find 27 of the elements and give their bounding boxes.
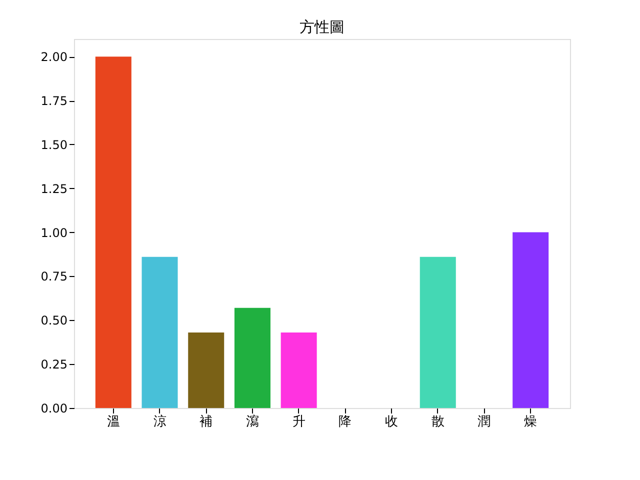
bar	[512, 232, 549, 408]
bar	[234, 308, 270, 408]
x-tick-label: 收	[385, 414, 398, 430]
y-tick-label: 1.50	[40, 138, 68, 152]
x-tick-label: 涼	[153, 414, 166, 430]
y-tick-label: 0.00	[40, 402, 68, 416]
x-tick-label: 降	[338, 414, 352, 430]
x-tick-label: 溫	[106, 414, 120, 430]
y-tick-label: 0.25	[40, 358, 68, 372]
bar	[188, 332, 224, 408]
x-tick-label: 升	[292, 414, 306, 430]
chart-title: 方性圖	[300, 18, 344, 36]
x-tick-label: 燥	[524, 414, 538, 430]
y-tick-label: 0.75	[40, 270, 68, 284]
bar	[142, 256, 178, 408]
x-tick-label: 潤	[478, 414, 491, 430]
y-tick-label: 0.50	[40, 314, 68, 328]
y-tick-label: 2.00	[40, 50, 68, 64]
bar	[420, 256, 456, 408]
y-tick-label: 1.75	[40, 94, 68, 108]
y-tick-label: 1.00	[40, 226, 68, 240]
x-tick-label: 補	[200, 414, 213, 430]
y-tick-label: 1.25	[40, 182, 68, 196]
bar	[280, 332, 317, 408]
x-tick-label: 瀉	[246, 414, 259, 430]
x-tick-label: 散	[431, 414, 444, 430]
bar	[95, 56, 132, 408]
